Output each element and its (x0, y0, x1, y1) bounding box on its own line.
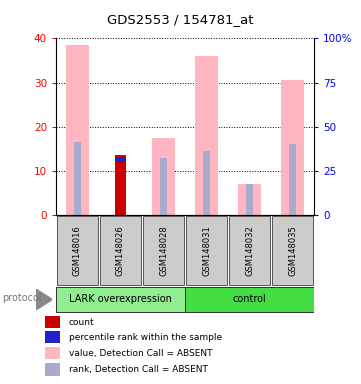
Bar (74, 142, 81, 215)
Text: GSM148026: GSM148026 (116, 225, 125, 276)
Bar (45, 316, 60, 328)
Bar (115, 157, 126, 162)
Bar (143, 217, 184, 285)
Text: control: control (233, 294, 266, 304)
Text: protocol: protocol (2, 293, 42, 303)
Bar (152, 138, 175, 215)
Bar (57, 217, 98, 285)
Bar (289, 144, 296, 215)
Text: GSM148028: GSM148028 (159, 225, 168, 276)
Text: GDS2553 / 154781_at: GDS2553 / 154781_at (107, 13, 254, 26)
Bar (281, 80, 304, 215)
Bar (45, 363, 60, 376)
Polygon shape (36, 289, 52, 310)
Text: percentile rank within the sample: percentile rank within the sample (69, 333, 222, 342)
Bar (186, 217, 227, 285)
Text: LARK overexpression: LARK overexpression (69, 294, 172, 304)
Bar (195, 56, 218, 215)
Bar (272, 217, 313, 285)
Text: GSM148031: GSM148031 (202, 225, 211, 276)
Text: count: count (69, 318, 94, 327)
Bar (115, 156, 126, 215)
Bar (117, 160, 124, 215)
Bar (45, 347, 60, 359)
Bar (186, 287, 314, 312)
Text: GSM148016: GSM148016 (73, 225, 82, 276)
Bar (100, 217, 141, 285)
Bar (56, 287, 184, 312)
Bar (203, 151, 210, 215)
Text: value, Detection Call = ABSENT: value, Detection Call = ABSENT (69, 349, 212, 358)
Bar (229, 217, 270, 285)
Bar (238, 184, 261, 215)
Bar (66, 45, 89, 215)
Bar (45, 331, 60, 343)
Bar (160, 158, 167, 215)
Text: rank, Detection Call = ABSENT: rank, Detection Call = ABSENT (69, 365, 208, 374)
Text: GSM148032: GSM148032 (245, 225, 254, 276)
Text: GSM148035: GSM148035 (288, 225, 297, 276)
Bar (246, 184, 253, 215)
